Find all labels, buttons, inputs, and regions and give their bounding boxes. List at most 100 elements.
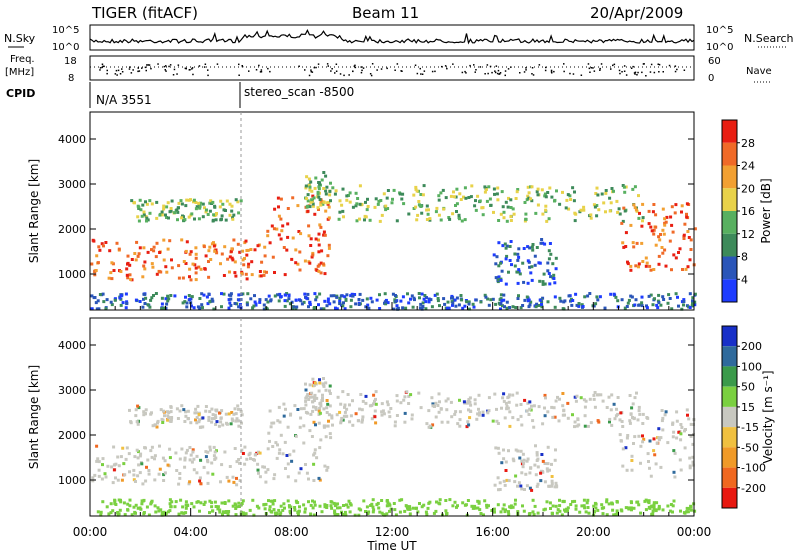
velocity-cell (202, 465, 206, 469)
velocity-cell (333, 504, 337, 508)
velocity-cell (644, 508, 648, 512)
power-cell (286, 235, 290, 239)
velocity-cell (309, 512, 313, 516)
power-cell (316, 264, 320, 268)
velocity-cell (521, 504, 524, 508)
power-cell (322, 307, 326, 311)
power-cell (536, 193, 540, 197)
velocity-cell (637, 503, 641, 507)
velocity-cell (385, 400, 389, 404)
velocity-cell (304, 388, 308, 392)
velocity-cell (675, 436, 679, 440)
freq-dot (376, 69, 378, 71)
freq-dot (330, 70, 332, 72)
power-cell (197, 265, 201, 269)
velocity-cell (241, 452, 245, 455)
velocity-cell (162, 409, 165, 413)
velocity-cell (206, 481, 210, 485)
velocity-cell (436, 404, 440, 407)
power-cell (509, 240, 513, 243)
velocity-cell (501, 396, 505, 400)
power-cell (197, 217, 201, 221)
velocity-cell (593, 391, 597, 394)
velocity-cell (432, 511, 436, 515)
power-cell (452, 190, 455, 194)
velocity-cell (299, 407, 303, 411)
velocity-cell (129, 420, 133, 424)
power-cell (211, 200, 215, 204)
power-cell (187, 198, 191, 202)
velocity-cell (323, 424, 327, 428)
velocity-cell (508, 424, 512, 428)
freq-dot (550, 69, 553, 72)
velocity-cell (548, 484, 552, 488)
power-cell (246, 292, 250, 296)
velocity-cell (254, 453, 258, 457)
power-cell (558, 296, 562, 300)
velocity-cell (531, 419, 535, 423)
power-cell (517, 255, 521, 259)
velocity-cell (548, 468, 551, 472)
velocity-cell (192, 468, 196, 472)
velocity-cell (286, 499, 290, 503)
power-cell (370, 300, 374, 304)
power-cell (422, 184, 426, 188)
velocity-cell (143, 411, 147, 415)
velocity-cell (314, 406, 318, 410)
power-cell (472, 305, 476, 309)
velocity-cell (661, 416, 665, 420)
power-cell (633, 206, 637, 210)
power-cell (326, 300, 330, 304)
velocity-cell (426, 506, 430, 510)
velocity-cell (274, 441, 278, 445)
power-cell (693, 227, 697, 231)
power-cell (486, 297, 490, 301)
power-cell (455, 202, 459, 206)
power-cell (104, 307, 108, 311)
velocity-cell (195, 471, 199, 475)
power-cell (166, 294, 170, 298)
velocity-cell (647, 460, 650, 463)
power-cell (224, 209, 227, 212)
velocity-cell (582, 504, 586, 508)
velocity-cell (255, 504, 259, 508)
freq-dot (157, 63, 159, 65)
freq-dot (495, 65, 498, 67)
power-cell (317, 238, 320, 242)
velocity-cell (343, 410, 347, 414)
power-cell (693, 292, 697, 296)
freq-dot (353, 65, 356, 67)
velocity-cell (374, 397, 377, 401)
velocity-cell (307, 500, 310, 504)
power-cell (254, 302, 258, 306)
cpid-entry-1: N/A 3551 (96, 93, 152, 107)
power-colorbar-segment (722, 279, 737, 303)
velocity-cell (313, 451, 317, 455)
velocity-cell (647, 501, 651, 505)
velocity-cell (621, 425, 625, 428)
power-cell (425, 208, 429, 212)
power-cell (569, 299, 572, 303)
power-cell (423, 294, 427, 297)
velocity-cell (195, 421, 199, 425)
freq-dot (507, 68, 510, 70)
velocity-cell (372, 402, 375, 406)
velocity-cell (257, 450, 260, 454)
power-cell (249, 297, 253, 301)
velocity-cell (672, 499, 676, 503)
power-cell (265, 270, 268, 274)
velocity-cell (535, 451, 539, 455)
power-cell (143, 267, 147, 271)
velocity-cell (336, 506, 339, 510)
power-cell (492, 187, 496, 191)
velocity-cell (141, 482, 145, 486)
velocity-cell (345, 414, 349, 418)
power-cell (165, 205, 169, 209)
power-cell (474, 199, 477, 203)
power-cell (543, 192, 547, 196)
power-cell (319, 201, 323, 205)
power-cell (229, 249, 233, 253)
velocity-cell (193, 411, 197, 415)
power-cell (308, 303, 312, 306)
freq-dot (464, 70, 466, 73)
